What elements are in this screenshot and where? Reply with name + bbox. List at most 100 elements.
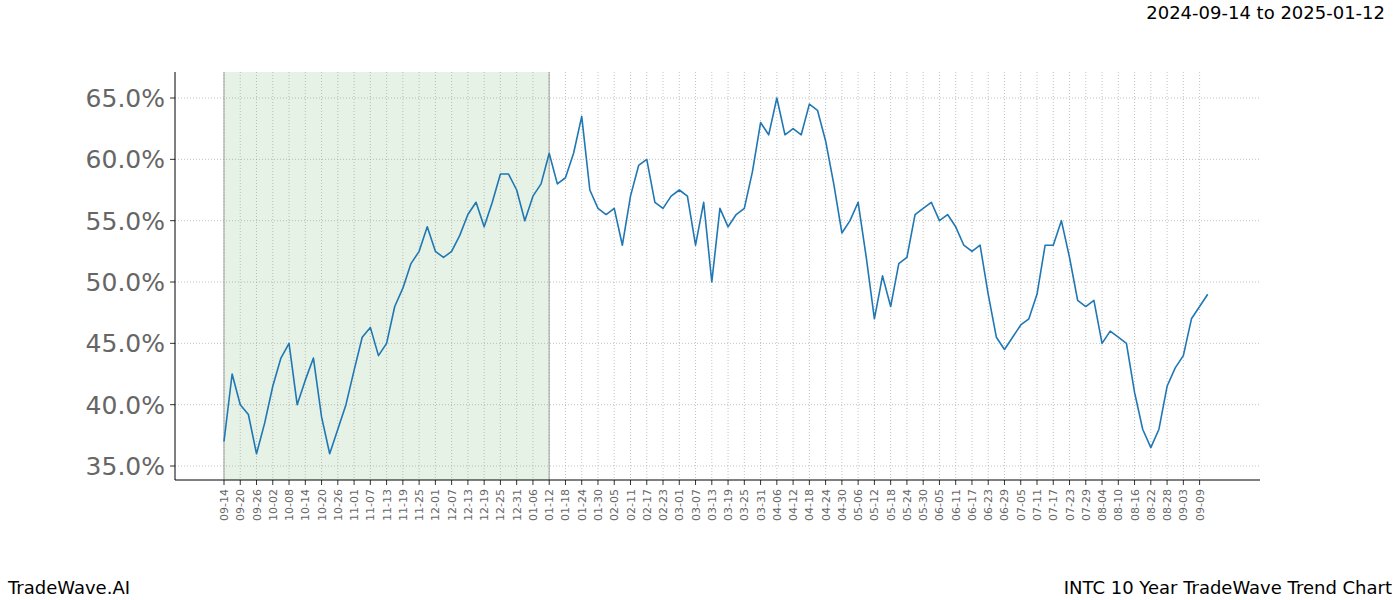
- x-tick-label: 02-23: [657, 489, 670, 521]
- tick-mark: [793, 480, 794, 485]
- x-tick-label: 09-26: [251, 489, 264, 521]
- tick-mark: [170, 343, 175, 344]
- tick-mark: [1150, 480, 1151, 485]
- grid-line: [858, 72, 859, 480]
- title: 2024-09-14 to 2025-01-12: [1146, 2, 1385, 23]
- shaded-edge: [548, 72, 550, 480]
- x-tick-label: 11-01: [348, 489, 361, 521]
- x-tick-label: 12-25: [494, 489, 507, 521]
- grid-line: [224, 72, 225, 480]
- x-tick-label: 09-14: [218, 489, 231, 521]
- tick-mark: [630, 480, 631, 485]
- grid-line: [971, 72, 972, 480]
- tick-mark: [451, 480, 452, 485]
- x-tick-label: 02-05: [608, 489, 621, 521]
- x-tick-label: 02-17: [641, 489, 654, 521]
- tick-mark: [646, 480, 647, 485]
- x-tick-label: 03-31: [755, 489, 768, 521]
- tick-mark: [1134, 480, 1135, 485]
- grid-line: [825, 72, 826, 480]
- grid-line: [906, 72, 907, 480]
- x-tick-label: 04-12: [787, 489, 800, 521]
- tick-mark: [955, 480, 956, 485]
- tick-mark: [1167, 480, 1168, 485]
- tick-mark: [1199, 480, 1200, 485]
- grid-line: [1102, 72, 1103, 480]
- x-tick-label: 07-11: [1031, 489, 1044, 521]
- x-tick-label: 04-18: [803, 489, 816, 521]
- x-tick-label: 10-14: [299, 489, 312, 521]
- x-tick-label: 01-24: [576, 489, 589, 521]
- tick-mark: [500, 480, 501, 485]
- x-tick-label: 11-07: [364, 489, 377, 521]
- tick-mark: [224, 480, 225, 485]
- tick-mark: [386, 480, 387, 485]
- x-tick-label: 03-25: [738, 489, 751, 521]
- grid-line: [679, 72, 680, 480]
- tick-mark: [906, 480, 907, 485]
- grid-line: [1199, 72, 1200, 480]
- x-tick-label: 01-30: [592, 489, 605, 521]
- x-tick-label: 09-20: [234, 489, 247, 521]
- x-tick-label: 10-26: [332, 489, 345, 521]
- x-tick-label: 07-29: [1080, 489, 1093, 521]
- tick-mark: [289, 480, 290, 485]
- tick-mark: [923, 480, 924, 485]
- y-axis: [175, 72, 176, 480]
- x-tick-label: 04-24: [820, 489, 833, 521]
- x-tick-label: 10-08: [283, 489, 296, 521]
- tick-mark: [744, 480, 745, 485]
- x-tick-label: 12-19: [478, 489, 491, 521]
- grid-line: [1134, 72, 1135, 480]
- tick-mark: [170, 220, 175, 221]
- tick-mark: [1183, 480, 1184, 485]
- grid-line: [581, 72, 582, 480]
- x-tick-label: 03-01: [673, 489, 686, 521]
- grid-line: [175, 220, 1260, 221]
- tick-mark: [890, 480, 891, 485]
- x-tick-label: 01-12: [543, 489, 556, 521]
- grid-line: [549, 72, 550, 480]
- grid-line: [500, 72, 501, 480]
- tick-mark: [679, 480, 680, 485]
- x-tick-label: 06-11: [950, 489, 963, 521]
- x-tick-label: 11-25: [413, 489, 426, 521]
- shaded-range: [224, 72, 549, 480]
- x-tick-label: 03-13: [706, 489, 719, 521]
- tick-mark: [549, 480, 550, 485]
- grid-line: [793, 72, 794, 480]
- x-tick-label: 03-19: [722, 489, 735, 521]
- grid-line: [1085, 72, 1086, 480]
- grid-line: [370, 72, 371, 480]
- tick-mark: [170, 282, 175, 283]
- x-tick-label: 06-23: [982, 489, 995, 521]
- tick-mark: [516, 480, 517, 485]
- tick-mark: [614, 480, 615, 485]
- tick-mark: [988, 480, 989, 485]
- grid-line: [1150, 72, 1151, 480]
- x-tick-label: 07-05: [1015, 489, 1028, 521]
- x-tick-label: 08-22: [1145, 489, 1158, 521]
- x-tick-label: 04-06: [771, 489, 784, 521]
- tick-mark: [581, 480, 582, 485]
- x-tick-label: 12-07: [446, 489, 459, 521]
- grid-line: [874, 72, 875, 480]
- x-tick-label: 12-13: [462, 489, 475, 521]
- grid-line: [1020, 72, 1021, 480]
- x-tick-label: 08-04: [1096, 489, 1109, 521]
- grid-line: [1183, 72, 1184, 480]
- tick-mark: [760, 480, 761, 485]
- tick-mark: [858, 480, 859, 485]
- grid-line: [955, 72, 956, 480]
- tick-mark: [256, 480, 257, 485]
- tick-mark: [370, 480, 371, 485]
- grid-line: [565, 72, 566, 480]
- grid-line: [256, 72, 257, 480]
- x-tick-label: 07-23: [1064, 489, 1077, 521]
- y-tick-label: 45.0%: [86, 329, 165, 358]
- y-tick-label: 55.0%: [86, 207, 165, 236]
- x-axis: [175, 480, 1260, 481]
- grid-line: [386, 72, 387, 480]
- tick-mark: [170, 466, 175, 467]
- grid-line: [451, 72, 452, 480]
